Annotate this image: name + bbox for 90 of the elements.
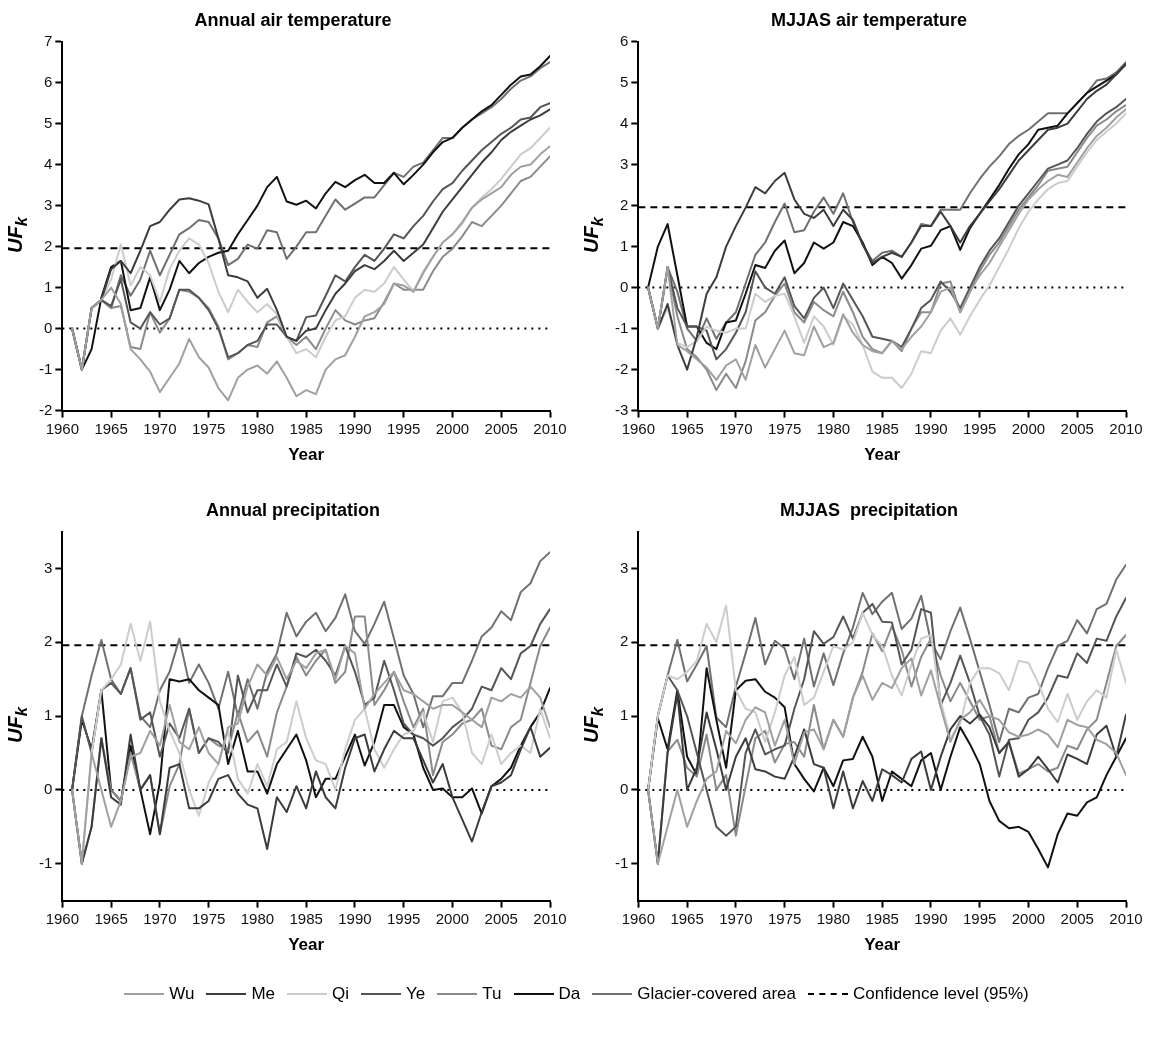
legend-label: Ye	[406, 984, 426, 1004]
x-tick-label: 1975	[191, 909, 226, 927]
x-tick-label: 1985	[289, 419, 323, 437]
x-tick-label: 1960	[45, 909, 80, 927]
x-tick-label: 1995	[387, 419, 421, 437]
y-tick-label: 2	[43, 632, 53, 650]
y-tick-label: -3	[614, 400, 629, 418]
chart-title: Annual precipitation	[205, 499, 381, 520]
y-tick-label: -1	[38, 853, 53, 871]
y-tick-label: -2	[38, 400, 53, 418]
x-tick-label: 2005	[484, 419, 518, 437]
y-tick-label: 3	[43, 558, 53, 576]
x-axis-title: Year	[864, 445, 901, 465]
x-tick-label: 1980	[240, 419, 275, 437]
chart-title: MJJAS air temperature	[770, 9, 968, 30]
chart-title: Annual air temperature	[194, 9, 392, 30]
x-tick-label: 1965	[94, 909, 128, 927]
y-tick-label: 3	[619, 154, 629, 172]
y-tick-label: -1	[614, 318, 629, 336]
x-tick-label: 1965	[670, 419, 704, 437]
y-tick-label: 2	[619, 195, 629, 213]
legend-label: Qi	[332, 984, 350, 1004]
y-tick-label: 6	[619, 31, 629, 49]
y-tick-label: 7	[43, 31, 53, 49]
x-tick-label: 2000	[1011, 909, 1046, 927]
x-tick-label: 1980	[816, 909, 851, 927]
legend-label: Me	[251, 984, 276, 1004]
x-tick-label: 1995	[387, 909, 421, 927]
y-tick-label: -1	[614, 853, 629, 871]
x-tick-label: 2000	[435, 419, 470, 437]
x-tick-label: 1970	[143, 419, 177, 437]
x-tick-label: 1960	[45, 419, 80, 437]
x-tick-label: 2010	[533, 419, 567, 437]
y-tick-label: 0	[43, 780, 53, 798]
x-tick-label: 2010	[533, 909, 567, 927]
x-tick-label: 1970	[719, 419, 753, 437]
x-axis-title: Year	[864, 935, 901, 955]
y-tick-label: 0	[43, 318, 53, 336]
x-tick-label: 1960	[621, 419, 656, 437]
legend-label: Wu	[169, 984, 195, 1004]
x-tick-label: 2010	[1109, 419, 1143, 437]
y-tick-label: 1	[619, 706, 629, 724]
x-tick-label: 1990	[338, 419, 372, 437]
y-tick-label: -1	[38, 359, 53, 377]
x-tick-label: 2005	[484, 909, 518, 927]
y-tick-label: 0	[619, 277, 629, 295]
x-tick-label: 1980	[816, 419, 851, 437]
x-tick-label: 1975	[767, 909, 802, 927]
x-tick-label: 1975	[767, 419, 802, 437]
x-tick-label: 1965	[670, 909, 704, 927]
x-axis-title: Year	[288, 935, 325, 955]
y-tick-label: 2	[43, 236, 53, 254]
x-tick-label: 1990	[338, 909, 372, 927]
legend-label: Da	[558, 984, 581, 1004]
x-tick-label: 2000	[1011, 419, 1046, 437]
x-tick-label: 1985	[865, 419, 899, 437]
x-tick-label: 1995	[963, 909, 997, 927]
x-tick-label: 1995	[963, 419, 997, 437]
y-tick-label: -2	[614, 359, 629, 377]
y-tick-label: 0	[619, 780, 629, 798]
y-tick-label: 1	[43, 706, 53, 724]
x-tick-label: 1970	[143, 909, 177, 927]
y-tick-label: 3	[619, 558, 629, 576]
y-tick-label: 5	[619, 72, 629, 90]
x-tick-label: 1980	[240, 909, 275, 927]
y-tick-label: 6	[43, 72, 53, 90]
x-tick-label: 1960	[621, 909, 656, 927]
y-tick-label: 4	[619, 113, 629, 131]
legend-label: Tu	[482, 984, 502, 1004]
y-tick-label: 2	[619, 632, 629, 650]
x-tick-label: 2000	[435, 909, 470, 927]
x-tick-label: 2005	[1060, 909, 1094, 927]
y-tick-label: 3	[43, 195, 53, 213]
y-tick-label: 1	[619, 236, 629, 254]
x-tick-label: 2005	[1060, 419, 1094, 437]
x-tick-label: 1985	[289, 909, 323, 927]
x-tick-label: 1965	[94, 419, 128, 437]
x-tick-label: 1990	[914, 419, 948, 437]
x-tick-label: 1985	[865, 909, 899, 927]
x-axis-title: Year	[288, 445, 325, 465]
chart-title: MJJAS precipitation	[779, 499, 959, 520]
legend-label: Confidence level (95%)	[853, 984, 1029, 1004]
x-tick-label: 1975	[191, 419, 226, 437]
x-tick-label: 1970	[719, 909, 753, 927]
x-tick-label: 2010	[1109, 909, 1143, 927]
y-tick-label: 4	[43, 154, 53, 172]
legend-label: Glacier-covered area	[637, 984, 796, 1004]
y-tick-label: 5	[43, 113, 53, 131]
x-tick-label: 1990	[914, 909, 948, 927]
y-tick-label: 1	[43, 277, 53, 295]
